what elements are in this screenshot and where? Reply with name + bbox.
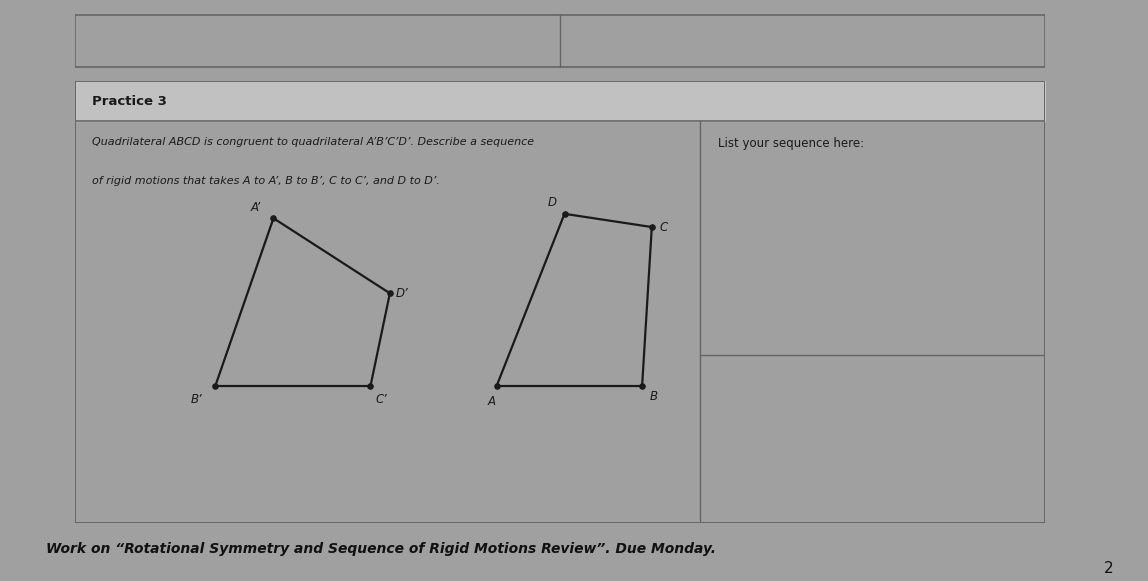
Text: D: D <box>548 196 557 209</box>
Text: C’: C’ <box>375 393 387 406</box>
Text: B: B <box>650 390 658 403</box>
Text: Quadrilateral ​A​B​C​D​ is congruent to quadrilateral ​A’​B’​C’​D’​. Describe a : Quadrilateral ​A​B​C​D​ is congruent to … <box>92 137 534 147</box>
Point <box>643 223 661 232</box>
Point <box>207 381 225 390</box>
Text: List your sequence here:: List your sequence here: <box>718 137 864 150</box>
Text: of rigid motions that takes ​A​ to ​A’​, ​B​ to ​B’​, ​C​ to ​C’​, and ​D​ to ​D: of rigid motions that takes ​A​ to ​A’​,… <box>92 176 440 186</box>
Point <box>488 381 506 390</box>
Point <box>264 214 282 223</box>
Point <box>381 289 400 298</box>
Text: A: A <box>488 395 496 408</box>
Point <box>633 381 651 390</box>
Text: Work on “Rotational Symmetry and Sequence of Rigid Motions Review”. Due Monday.: Work on “Rotational Symmetry and Sequenc… <box>46 542 716 556</box>
Point <box>362 381 380 390</box>
Text: Practice 3: Practice 3 <box>92 95 166 107</box>
Text: D’: D’ <box>396 287 409 300</box>
Text: B’: B’ <box>191 393 203 406</box>
Text: 2: 2 <box>1104 561 1114 576</box>
Text: C: C <box>660 221 668 234</box>
Point <box>556 209 574 218</box>
Text: A’: A’ <box>250 201 261 214</box>
